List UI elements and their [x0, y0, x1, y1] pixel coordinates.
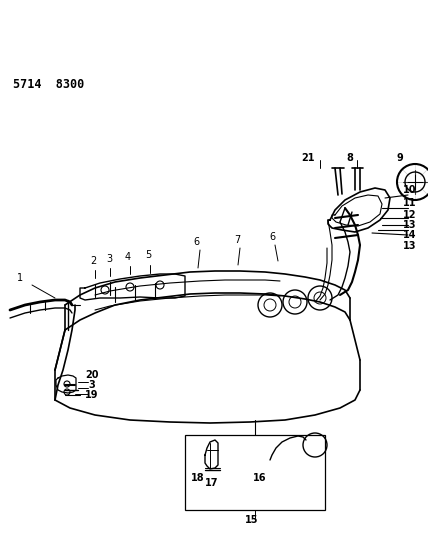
Text: 9: 9 — [397, 153, 403, 163]
Text: 21: 21 — [301, 153, 315, 163]
Text: 20: 20 — [85, 370, 99, 380]
Text: 19: 19 — [85, 390, 99, 400]
Text: 13: 13 — [403, 220, 417, 230]
Text: 8: 8 — [347, 153, 354, 163]
Text: 18: 18 — [191, 473, 205, 483]
Text: 6: 6 — [269, 232, 275, 242]
Text: 7: 7 — [234, 235, 240, 245]
Text: 14: 14 — [403, 230, 417, 240]
Text: 15: 15 — [245, 515, 259, 525]
Text: 4: 4 — [125, 252, 131, 262]
Text: 17: 17 — [205, 478, 219, 488]
Text: 13: 13 — [403, 241, 417, 251]
Text: 2: 2 — [90, 256, 96, 266]
Text: 16: 16 — [253, 473, 267, 483]
Text: 10: 10 — [403, 185, 417, 195]
Text: 3: 3 — [106, 254, 112, 264]
Text: 12: 12 — [403, 210, 417, 220]
Text: 1: 1 — [17, 273, 23, 283]
Bar — [185, 435, 325, 510]
Text: 3: 3 — [89, 380, 95, 390]
Text: 6: 6 — [193, 237, 199, 247]
Text: 5: 5 — [145, 250, 151, 260]
Text: 5714  8300: 5714 8300 — [13, 78, 84, 91]
Text: 11: 11 — [403, 198, 417, 208]
